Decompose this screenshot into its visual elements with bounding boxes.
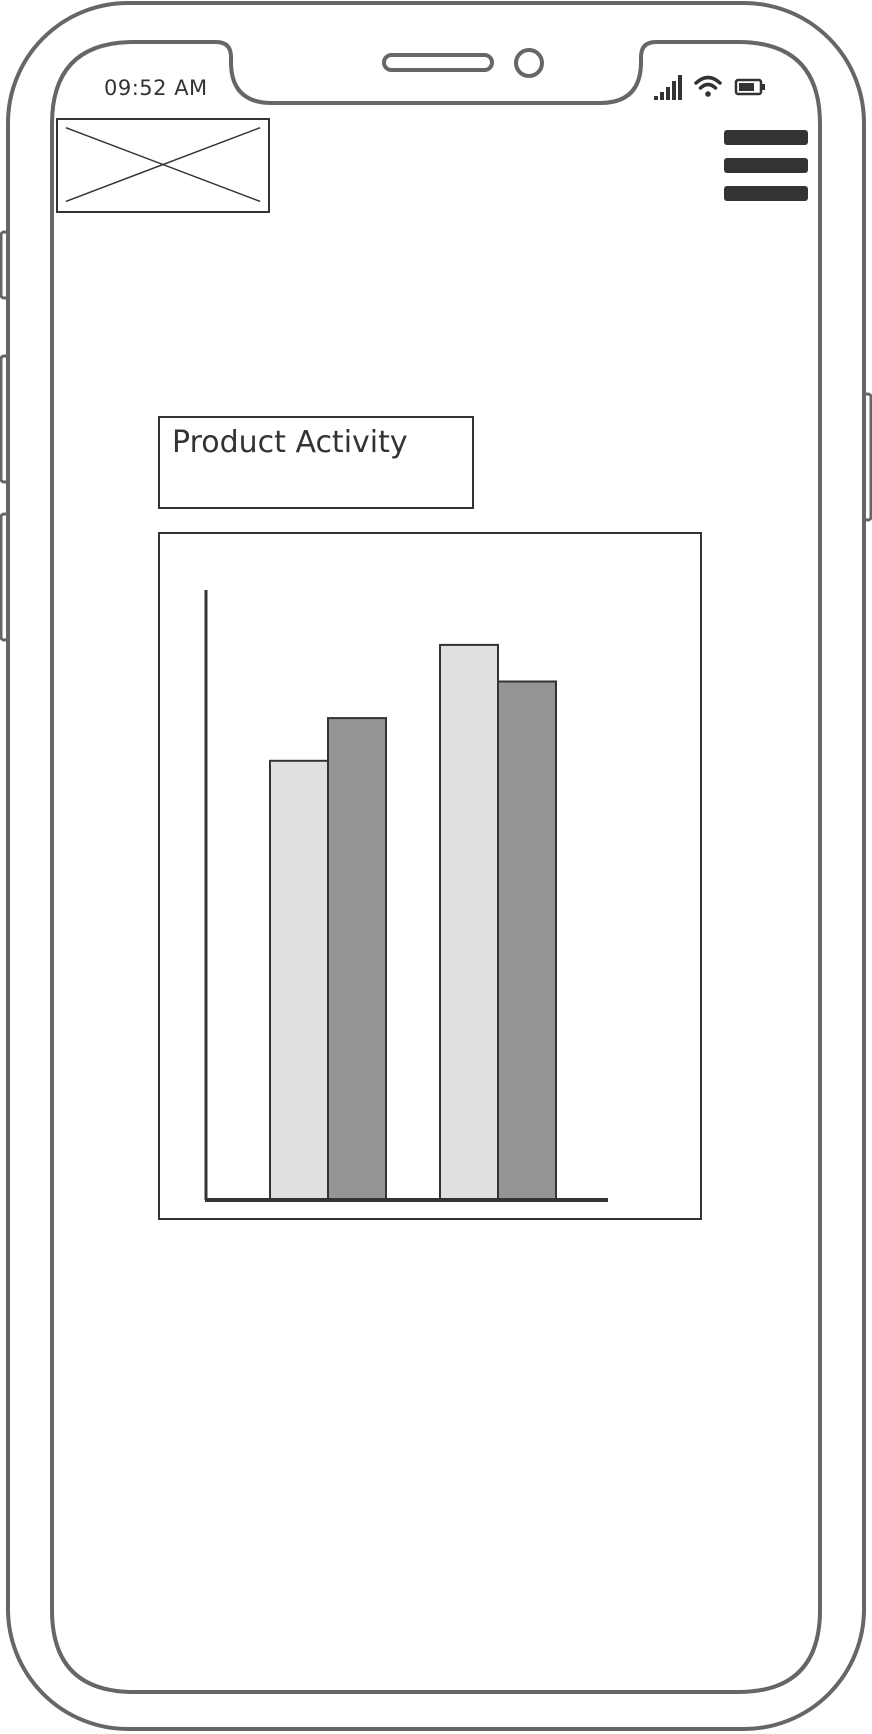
power-button (862, 392, 872, 522)
page-title-box: Product Activity (158, 416, 474, 509)
chart-bars (269, 643, 557, 1202)
speaker-grill (382, 53, 494, 72)
hamburger-menu-button[interactable] (724, 130, 808, 202)
page-title: Product Activity (172, 425, 408, 460)
hamburger-bar-middle (724, 158, 808, 173)
bar-series-2-category-2 (497, 680, 557, 1201)
volume-down-button (0, 512, 10, 642)
volume-up-button (0, 354, 10, 484)
logo-image-placeholder[interactable] (56, 118, 270, 213)
front-camera (514, 48, 544, 78)
status-bar-icons (654, 75, 765, 100)
bar-series-2-category-1 (327, 717, 387, 1201)
screen-outline (50, 40, 822, 1694)
volume-mute-button (0, 230, 10, 300)
activity-chart (158, 532, 702, 1220)
bar-chart (204, 590, 608, 1202)
hamburger-bar-bottom (724, 186, 808, 201)
wifi-icon (694, 75, 722, 97)
bar-series-1-category-1 (269, 759, 329, 1202)
status-bar-time: 09:52 AM (104, 76, 208, 100)
image-placeholder-icon (65, 126, 261, 203)
hamburger-bar-top (724, 130, 808, 145)
battery-icon (734, 78, 765, 96)
signal-icon (654, 75, 682, 100)
bar-series-1-category-2 (439, 643, 499, 1201)
phone-outer-shell (6, 1, 866, 1731)
